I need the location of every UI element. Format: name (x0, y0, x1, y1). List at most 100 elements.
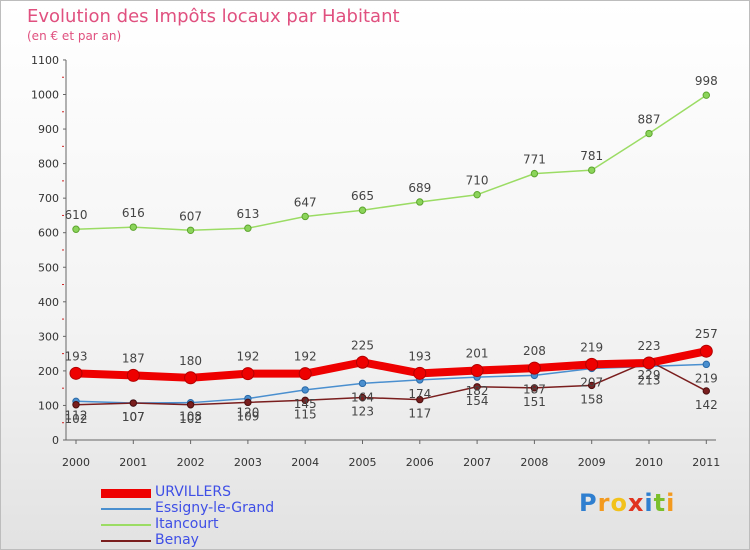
data-point (301, 212, 309, 221)
data-label: 689 (408, 181, 431, 195)
y-tick-label: 0 (52, 434, 59, 447)
x-tick-label: 2003 (234, 456, 262, 469)
legend-item-essigny: Essigny-le-Grand (101, 501, 361, 517)
data-label: 201 (466, 347, 489, 361)
data-point (416, 395, 424, 404)
series-line (75, 363, 708, 404)
data-label: 208 (523, 344, 546, 358)
data-label: 710 (466, 174, 489, 188)
chart-title: Evolution des Impôts locaux par Habitant (27, 6, 400, 27)
data-point (473, 383, 481, 391)
x-tick-label: 2002 (177, 456, 205, 469)
data-point (301, 396, 309, 404)
data-point (588, 166, 596, 174)
data-point (358, 379, 367, 388)
data-point (413, 366, 427, 380)
data-label: 771 (523, 153, 546, 167)
data-point (241, 367, 255, 381)
data-point (702, 360, 710, 369)
series-line (75, 94, 708, 232)
data-label: 613 (236, 207, 259, 221)
x-tick-label: 2007 (463, 456, 491, 469)
x-tick-label: 2010 (635, 456, 663, 469)
data-label: 213 (638, 373, 661, 387)
legend-swatch-benay (101, 540, 151, 542)
data-label: 164 (351, 390, 374, 404)
data-label: 107 (122, 410, 145, 424)
data-label: 174 (408, 387, 431, 401)
data-label: 257 (695, 327, 718, 341)
data-label: 182 (466, 384, 489, 398)
data-point (470, 364, 484, 378)
proxiti-logo: Proxiti (579, 489, 675, 517)
data-point (72, 401, 80, 409)
data-label: 117 (408, 407, 431, 421)
data-label: 781 (580, 149, 603, 163)
legend-swatch-itancourt (101, 524, 151, 526)
y-tick-label: 200 (38, 365, 59, 378)
data-label: 142 (695, 398, 718, 412)
data-label: 158 (580, 392, 603, 406)
data-label: 207 (580, 375, 603, 389)
data-point (126, 368, 140, 382)
data-label: 225 (351, 338, 374, 352)
data-point (244, 224, 252, 232)
legend-item-urvillers: URVILLERS (101, 485, 361, 501)
data-point (473, 190, 481, 199)
y-tick-label: 900 (38, 123, 59, 136)
x-tick-label: 2000 (62, 456, 90, 469)
data-label: 665 (351, 189, 374, 203)
data-point (301, 386, 309, 394)
data-point (702, 91, 710, 99)
data-point (298, 367, 312, 381)
y-tick-label: 1000 (31, 89, 59, 102)
data-label: 187 (122, 351, 145, 365)
y-tick-label: 800 (38, 158, 59, 171)
data-point (358, 206, 367, 214)
logo-letter: r (597, 489, 611, 517)
data-point (186, 226, 195, 234)
logo-letter: o (610, 489, 628, 517)
y-tick-label: 500 (38, 261, 59, 274)
x-tick-label: 2001 (119, 456, 147, 469)
x-tick-label: 2011 (692, 456, 720, 469)
data-label: 108 (179, 410, 202, 424)
data-point (530, 169, 539, 178)
x-tick-label: 2009 (578, 456, 606, 469)
data-label: 192 (236, 350, 259, 364)
x-tick-label: 2008 (520, 456, 548, 469)
data-point (358, 393, 367, 402)
legend-item-benay: Benay (101, 533, 361, 549)
x-tick-label: 2005 (349, 456, 377, 469)
data-label: 223 (638, 339, 661, 353)
data-label: 107 (122, 410, 145, 424)
data-point (527, 361, 541, 375)
x-tick-label: 2004 (291, 456, 319, 469)
y-tick-label: 700 (38, 192, 59, 205)
data-point (356, 355, 369, 369)
data-label: 102 (65, 412, 88, 426)
y-tick-label: 1100 (31, 54, 59, 67)
legend-swatch-urvillers (101, 489, 151, 498)
data-point (244, 398, 252, 407)
y-tick-label: 600 (38, 227, 59, 240)
data-point (588, 381, 596, 390)
data-point (702, 387, 710, 395)
data-point (416, 198, 424, 206)
y-tick-label: 400 (38, 296, 59, 309)
data-point (699, 344, 713, 358)
legend-label: Itancourt (155, 516, 219, 532)
data-label: 180 (179, 354, 202, 368)
legend-item-itancourt: Itancourt (101, 517, 361, 533)
logo-letter: i (644, 489, 654, 517)
logo-letter: P (579, 489, 598, 517)
data-label: 187 (523, 382, 546, 396)
data-point (585, 357, 599, 371)
data-label: 193 (65, 349, 88, 363)
data-label: 112 (65, 408, 88, 422)
data-label: 887 (638, 113, 661, 127)
data-label: 102 (179, 412, 202, 426)
data-point (129, 399, 138, 407)
logo-letter: x (627, 489, 645, 517)
